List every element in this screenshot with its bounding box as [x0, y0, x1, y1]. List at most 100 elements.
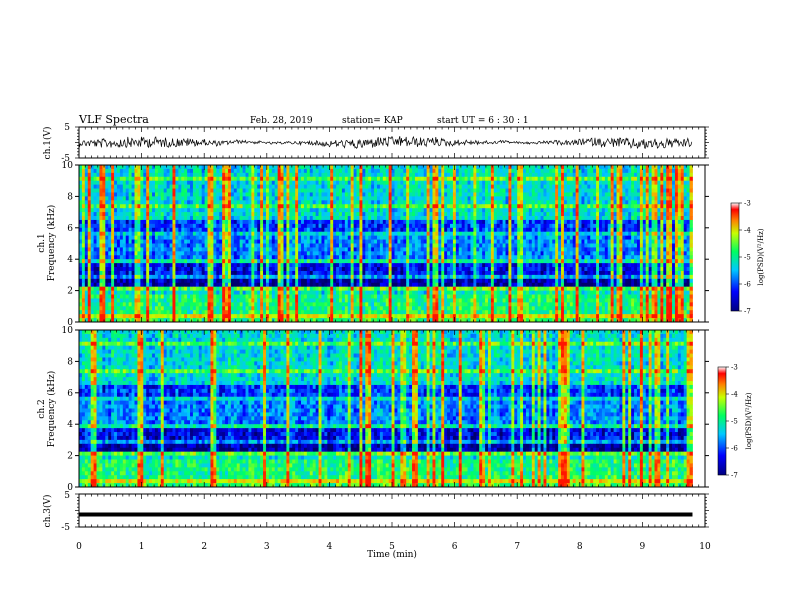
- ch1-spectrogram-cell: [611, 208, 614, 212]
- ch1-spectrogram-cell: [298, 216, 301, 220]
- ch1-spectrogram-cell: [152, 189, 155, 193]
- ch1-spectrogram-cell: [681, 181, 684, 185]
- ch1-spectrogram-cell: [397, 251, 400, 255]
- ch1-spectrogram-cell: [88, 216, 91, 220]
- ch1-spectrogram-cell: [263, 212, 266, 216]
- ch1-spectrogram-cell: [237, 212, 240, 216]
- ch1-spectrogram-cell: [432, 251, 435, 255]
- ch1-spectrogram-cell: [219, 255, 222, 259]
- ch1-spectrogram-cell: [649, 232, 652, 236]
- ch1-spectrogram-cell: [275, 208, 278, 212]
- ch1-spectrogram-cell: [529, 240, 532, 244]
- ch1-spectrogram-cell: [251, 220, 254, 224]
- ch1-spectrogram-cell: [240, 169, 243, 173]
- ch1-spectrogram-cell: [570, 177, 573, 181]
- ch1-spectrogram-cell: [561, 192, 564, 196]
- ch1-spectrogram-cell: [640, 200, 643, 204]
- ch1-spectrogram-cell: [506, 228, 509, 232]
- ch1-spectrogram-cell: [465, 232, 468, 236]
- ch1-spectrogram-cell: [120, 173, 123, 177]
- ch1-spectrogram-cell: [529, 255, 532, 259]
- ch1-spectrogram-cell: [684, 236, 687, 240]
- ch1-spectrogram-cell: [330, 185, 333, 189]
- ch1-spectrogram-cell: [497, 224, 500, 228]
- ch1-spectrogram-cell: [605, 224, 608, 228]
- ch1-spectrogram-cell: [333, 224, 336, 228]
- ch1-spectrogram-cell: [573, 224, 576, 228]
- ch1-spectrogram-cell: [494, 247, 497, 251]
- ch1-spectrogram-cell: [97, 189, 100, 193]
- ch1-spectrogram-cell: [666, 240, 669, 244]
- ch1-spectrogram-cell: [576, 196, 579, 200]
- ch1-spectrogram-cell: [251, 200, 254, 204]
- ch1-spectrogram-cell: [126, 255, 129, 259]
- ch1-spectrogram-cell: [99, 212, 102, 216]
- ch1-spectrogram-cell: [666, 247, 669, 251]
- ch1-spectrogram-cell: [421, 244, 424, 248]
- ch1-spectrogram-cell: [216, 204, 219, 208]
- ch1-spectrogram-cell: [552, 224, 555, 228]
- ch1-spectrogram-cell: [508, 240, 511, 244]
- ch1-spectrogram-cell: [275, 189, 278, 193]
- ch1-spectrogram-cell: [140, 177, 143, 181]
- ch1-spectrogram-cell: [570, 240, 573, 244]
- ch1-spectrogram-cell: [275, 173, 278, 177]
- ch1-spectrogram-cell: [564, 212, 567, 216]
- ch1-spectrogram-cell: [298, 192, 301, 196]
- ch1-spectrogram-cell: [202, 177, 205, 181]
- ch1-spectrogram-cell: [646, 204, 649, 208]
- ch1-spectrogram-cell: [546, 228, 549, 232]
- ch1-spectrogram-cell: [225, 173, 228, 177]
- ch1-spectrogram-cell: [102, 216, 105, 220]
- ch1-spectrogram-cell: [383, 177, 386, 181]
- ch1-spectrogram-cell: [617, 251, 620, 255]
- ch1-spectrogram-cell: [327, 240, 330, 244]
- ch1-spectrogram-cell: [412, 177, 415, 181]
- ch1-spectrogram-cell: [453, 244, 456, 248]
- ch1-spectrogram-cell: [479, 228, 482, 232]
- ch1-spectrogram-cell: [503, 185, 506, 189]
- ch1-spectrogram-cell: [424, 247, 427, 251]
- ch1-spectrogram-cell: [468, 204, 471, 208]
- ch1-spectrogram-cell: [295, 181, 298, 185]
- ch1-spectrogram-cell: [231, 185, 234, 189]
- ch1-spectrogram-cell: [383, 216, 386, 220]
- ch1-spectrogram-cell: [476, 244, 479, 248]
- ch1-spectrogram-cell: [508, 181, 511, 185]
- ch1-spectrogram-cell: [409, 255, 412, 259]
- ch1-spectrogram-cell: [164, 220, 167, 224]
- ch1-spectrogram-cell: [313, 240, 316, 244]
- ch1-spectrogram-cell: [161, 196, 164, 200]
- ch1-spectrogram-cell: [386, 240, 389, 244]
- ch1-spectrogram-cell: [383, 181, 386, 185]
- ch1-spectrogram-cell: [123, 232, 126, 236]
- ch1-spectrogram-cell: [126, 185, 129, 189]
- ch1-spectrogram-cell: [248, 212, 251, 216]
- ch1-spectrogram-cell: [152, 204, 155, 208]
- ch1-spectrogram-cell: [432, 216, 435, 220]
- ch1-spectrogram-cell: [257, 204, 260, 208]
- ch1-spectrogram-cell: [243, 240, 246, 244]
- ch1-spectrogram-cell: [617, 224, 620, 228]
- ch1-spectrogram-cell: [342, 232, 345, 236]
- ch1-spectrogram-cell: [216, 255, 219, 259]
- ch1-spectrogram-cell: [172, 216, 175, 220]
- ch1-spectrogram-cell: [581, 192, 584, 196]
- ch1-spectrogram-cell: [219, 165, 222, 169]
- ch1-spectrogram-cell: [377, 208, 380, 212]
- ch1-spectrogram-cell: [213, 232, 216, 236]
- ch1-spectrogram-cell: [368, 200, 371, 204]
- ch1-spectrogram-cell: [216, 169, 219, 173]
- ch1-spectrogram-cell: [368, 251, 371, 255]
- ch1-spectrogram-cell: [213, 173, 216, 177]
- ch1-spectrogram-cell: [175, 196, 178, 200]
- ch1-spectrogram-cell: [202, 196, 205, 200]
- ch1-spectrogram-cell: [146, 204, 149, 208]
- ch1-spectrogram-cell: [359, 173, 362, 177]
- ch1-spectrogram-cell: [628, 240, 631, 244]
- ch1-spectrogram-cell: [488, 208, 491, 212]
- ch1-spectrogram-cell: [421, 212, 424, 216]
- ch1-spectrogram-cell: [529, 173, 532, 177]
- ch1-spectrogram-cell: [599, 173, 602, 177]
- ch1-spectrogram-cell: [506, 204, 509, 208]
